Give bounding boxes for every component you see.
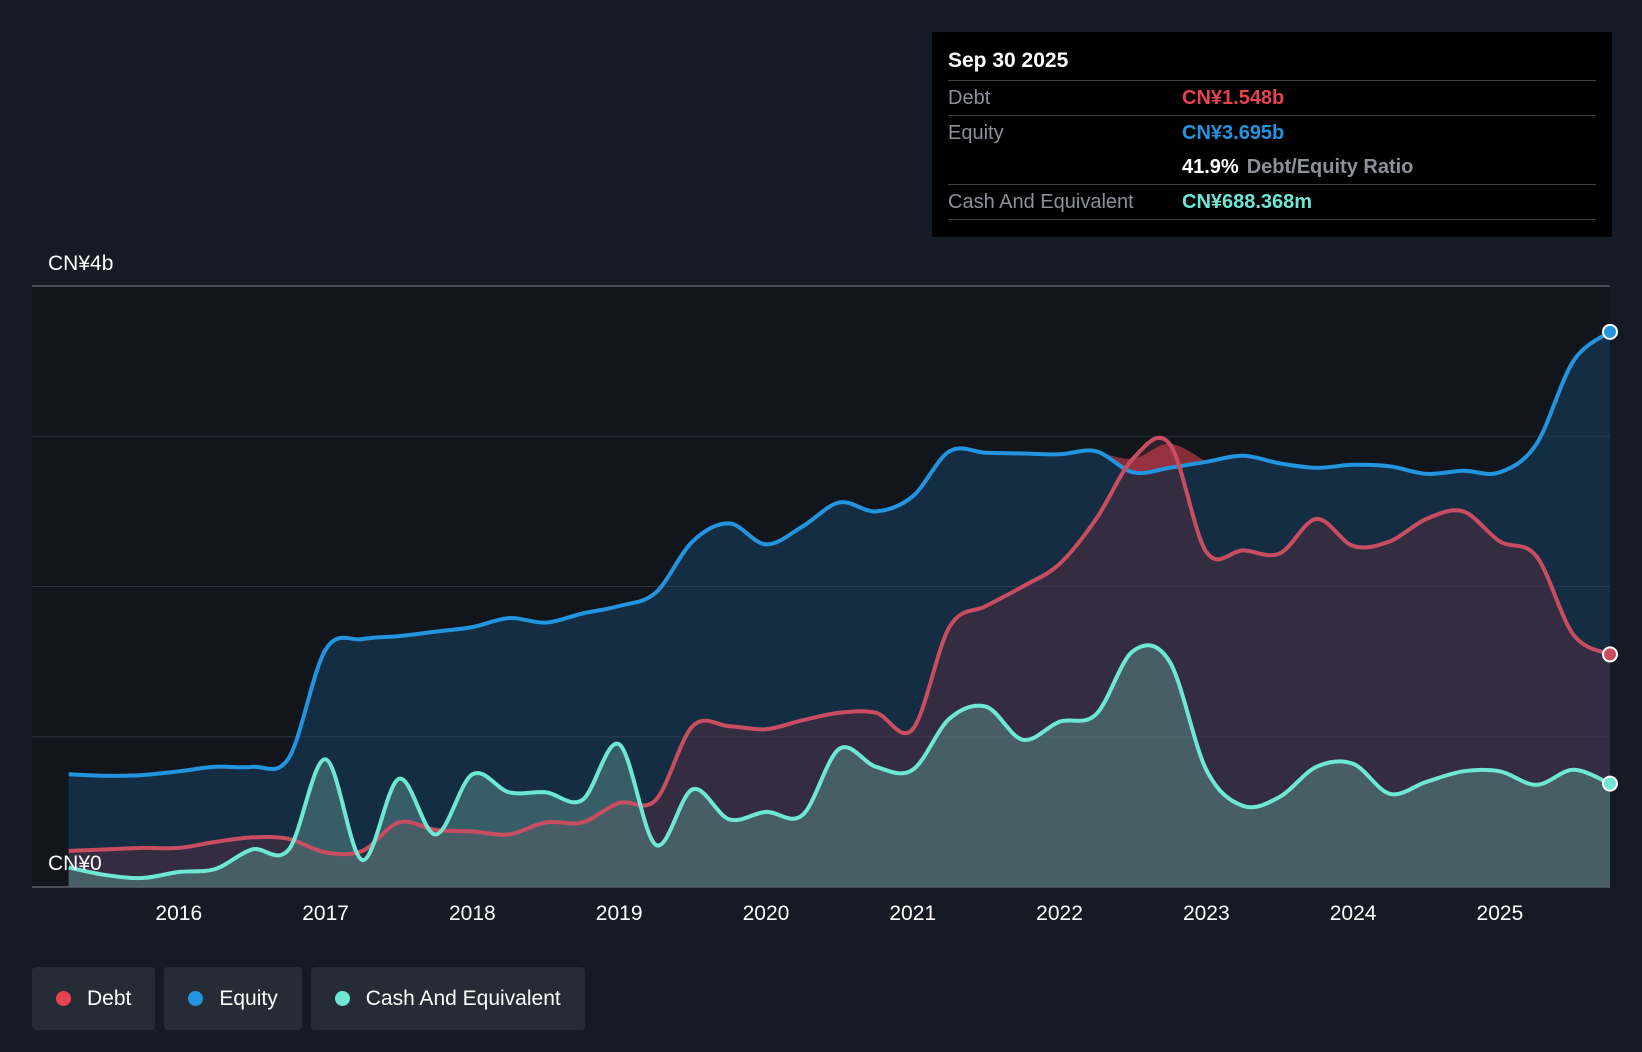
series-end-dots <box>1602 323 1618 792</box>
chart-legend: Debt Equity Cash And Equivalent <box>32 967 585 1030</box>
debt-line <box>68 435 1611 857</box>
debt-dot-icon <box>56 991 71 1006</box>
tooltip-ratio-value: 41.9% <box>1182 156 1239 178</box>
tooltip-debt-label: Debt <box>948 87 991 109</box>
x-tick-label: 2020 <box>743 902 790 925</box>
series-lines <box>68 330 1612 881</box>
x-tick-label: 2023 <box>1183 902 1230 925</box>
legend-item-debt[interactable]: Debt <box>32 967 156 1030</box>
x-tick-label: 2022 <box>1036 902 1083 925</box>
tooltip-debt-value: CN¥1.548b <box>1182 87 1285 109</box>
legend-label-equity: Equity <box>219 986 278 1010</box>
x-tick-label: 2021 <box>889 902 936 925</box>
series-areas <box>68 331 1611 887</box>
x-tick-label: 2024 <box>1330 902 1377 925</box>
tooltip-row-equity: Equity CN¥3.695b <box>948 116 1596 150</box>
cash-and-equivalent-area <box>68 645 1611 887</box>
equity-end-point <box>1602 323 1618 340</box>
x-axis-ticks: 2016 2017 2018 2019 2020 2021 2022 2023 2024 2025 <box>155 902 1523 925</box>
debt-end-point <box>1602 646 1618 663</box>
debt-area <box>68 437 1611 887</box>
tooltip-date: Sep 30 2025 <box>948 46 1596 81</box>
tooltip-equity-label: Equity <box>948 122 1004 144</box>
tooltip-ratio-label: Debt/Equity Ratio <box>1246 156 1414 178</box>
equity-line <box>68 330 1612 778</box>
x-tick-label: 2018 <box>449 902 496 925</box>
tooltip-cash-label: Cash And Equivalent <box>948 191 1134 213</box>
cash-and-equivalent-line <box>68 643 1611 881</box>
cash-and-equivalent-end-point <box>1602 775 1618 792</box>
legend-label-cash: Cash And Equivalent <box>365 986 561 1010</box>
tooltip-row-ratio: 41.9% Debt/Equity Ratio <box>948 150 1596 185</box>
legend-label-debt: Debt <box>87 986 132 1010</box>
tooltip-cash-value: CN¥688.368m <box>1182 191 1313 213</box>
tooltip-equity-value: CN¥3.695b <box>1182 122 1285 144</box>
tooltip-row-debt: Debt CN¥1.548b <box>948 81 1596 116</box>
x-tick-label: 2017 <box>302 902 349 925</box>
tooltip-ratio-spacer <box>948 150 1182 184</box>
y-axis-bottom-label: CN¥0 <box>48 852 102 875</box>
equity-dot-icon <box>188 991 204 1006</box>
cash-dot-icon <box>334 991 350 1006</box>
legend-item-cash[interactable]: Cash And Equivalent <box>310 967 585 1030</box>
equity-area <box>68 331 1611 887</box>
legend-item-equity[interactable]: Equity <box>164 967 302 1030</box>
data-tooltip: Sep 30 2025 Debt CN¥1.548b Equity CN¥3.6… <box>932 32 1612 237</box>
x-tick-label: 2016 <box>155 902 202 925</box>
tooltip-row-cash: Cash And Equivalent CN¥688.368m <box>948 185 1596 220</box>
y-axis-top-label: CN¥4b <box>48 252 113 275</box>
x-tick-label: 2019 <box>596 902 643 925</box>
x-tick-label: 2025 <box>1477 902 1524 925</box>
